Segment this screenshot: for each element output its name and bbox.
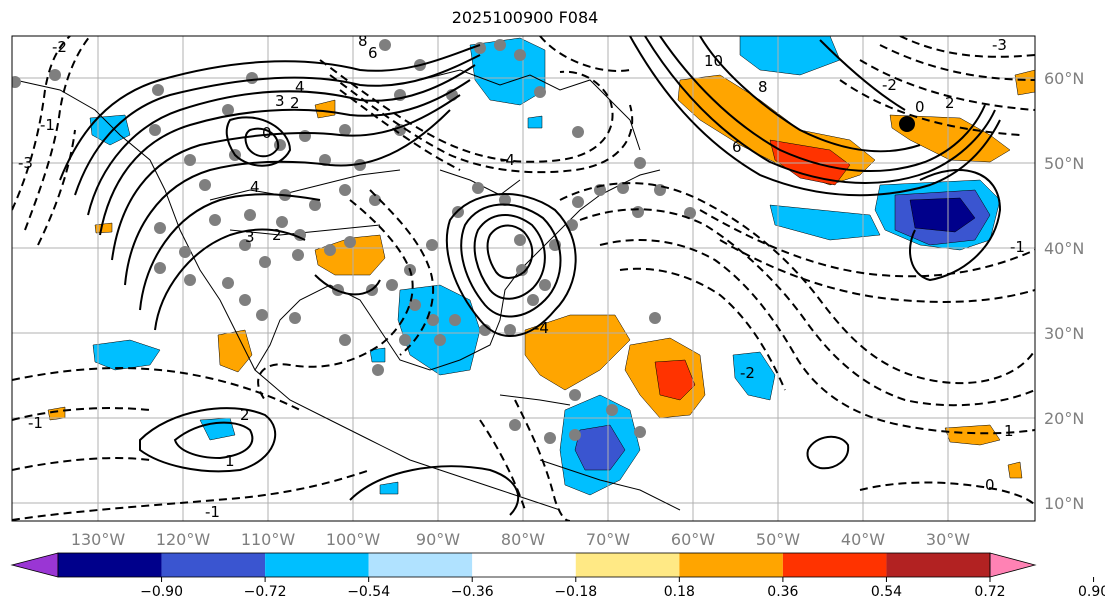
blue-region xyxy=(909,197,976,233)
blue-region xyxy=(732,351,776,401)
latitude-labels: 60°N 50°N 40°N 30°N 20°N 10°N xyxy=(1044,69,1084,513)
lon-label: 110°W xyxy=(241,530,296,549)
contour-label: 3 xyxy=(275,92,285,110)
lon-label: 120°W xyxy=(156,530,211,549)
contour-label: -4 xyxy=(500,151,515,169)
contour-label: 8 xyxy=(758,78,768,96)
blue-region xyxy=(92,339,161,371)
blue-region xyxy=(469,37,546,106)
contour-label: -3 xyxy=(18,154,33,172)
contour-label: 0 xyxy=(985,476,995,494)
colorbar-extension-high xyxy=(989,552,1037,578)
blue-region xyxy=(379,481,399,495)
contour-label: 1 xyxy=(225,452,235,470)
lon-label: 40°W xyxy=(841,530,885,549)
contour-labels: 8 6 4 3 2 0 -1 -2 -3 -4 2 3 4 1 10 8 6 2… xyxy=(18,32,1025,521)
colorbar: −0.90 −0.72 −0.54 −0.36 −0.18 0.18 0.36 0.54 0.7… xyxy=(10,552,1105,600)
orange-region xyxy=(654,359,696,401)
orange-region xyxy=(217,329,253,373)
blue-region xyxy=(739,36,841,76)
contour-label: 8 xyxy=(358,32,368,50)
colorbar-tick-label: −0.18 xyxy=(554,584,597,600)
contour-label: 2 xyxy=(272,226,282,244)
blue-region xyxy=(527,115,543,129)
colorbar-tick-label: −0.90 xyxy=(140,584,183,600)
contour-label: 1 xyxy=(1004,422,1014,440)
colorbar-extension-low xyxy=(10,552,59,578)
marker-black-dot xyxy=(899,116,915,132)
dashed-contours xyxy=(12,36,1035,521)
lon-label: 100°W xyxy=(326,530,381,549)
lat-label: 40°N xyxy=(1044,239,1084,258)
colorbar-segment xyxy=(575,553,680,577)
colorbar-border xyxy=(57,552,991,578)
lat-label: 10°N xyxy=(1044,494,1084,513)
contour-label: 2 xyxy=(945,94,955,112)
colorbar-tick-label: 0.90 xyxy=(1078,584,1105,600)
contour-label: 6 xyxy=(732,138,742,156)
orange-region xyxy=(314,99,336,119)
orange-region xyxy=(1007,461,1023,479)
contour-label: -1 xyxy=(28,414,43,432)
lon-label: 130°W xyxy=(71,530,126,549)
blue-region xyxy=(769,204,881,241)
orange-region xyxy=(524,314,631,391)
lat-label: 20°N xyxy=(1044,409,1084,428)
contour-label: 4 xyxy=(295,78,305,96)
lon-label: 50°W xyxy=(756,530,800,549)
contour-label: 2 xyxy=(290,94,300,112)
contour-label: 10 xyxy=(704,52,723,70)
plot-frame xyxy=(11,35,1036,522)
solid-contours xyxy=(59,36,1002,516)
map-plot-area: 8 6 4 3 2 0 -1 -2 -3 -4 2 3 4 1 10 8 6 2… xyxy=(12,32,1035,521)
blue-region xyxy=(369,347,386,363)
colorbar-tick-label: 0.72 xyxy=(974,584,1005,600)
contour-label: -3 xyxy=(992,36,1007,54)
contour-label: -1 xyxy=(205,503,220,521)
contour-label: -1 xyxy=(40,116,55,134)
contour-label: 0 xyxy=(915,98,925,116)
contour-label: -1 xyxy=(1010,238,1025,256)
orange-region xyxy=(944,424,1001,446)
colorbar-segment xyxy=(161,553,266,577)
contour-label: -2 xyxy=(52,38,67,56)
lon-label: 80°W xyxy=(501,530,545,549)
contour-label: -2 xyxy=(740,364,755,382)
contour-label: 3 xyxy=(245,228,255,246)
longitude-labels: 130°W 120°W 110°W 100°W 90°W 80°W 70°W 6… xyxy=(71,530,970,549)
colorbar-tick-label: −0.72 xyxy=(244,584,287,600)
lat-label: 60°N xyxy=(1044,69,1084,88)
colorbar-tick-label: −0.54 xyxy=(347,584,390,600)
colorbar-segment xyxy=(782,553,887,577)
colorbar-segment xyxy=(886,553,990,577)
map-title: 2025100900 F084 xyxy=(451,8,599,27)
orange-region xyxy=(94,222,113,234)
contour-label: 2 xyxy=(240,406,250,424)
shaded-anomalies xyxy=(47,36,1035,496)
lat-label: 50°N xyxy=(1044,154,1084,173)
lon-label: 60°W xyxy=(671,530,715,549)
orange-region xyxy=(1014,69,1035,96)
blue-region xyxy=(574,424,626,471)
contour-label: -2 xyxy=(882,76,897,94)
lon-label: 70°W xyxy=(586,530,630,549)
contour-label: 4 xyxy=(250,178,260,196)
contour-label: 0 xyxy=(262,124,272,142)
colorbar-segment xyxy=(368,553,473,577)
colorbar-segment xyxy=(265,553,369,577)
contour-label: 6 xyxy=(368,44,378,62)
colorbar-segment xyxy=(58,553,162,577)
lon-label: 30°W xyxy=(926,530,970,549)
lon-label: 90°W xyxy=(416,530,460,549)
lat-label: 30°N xyxy=(1044,324,1084,343)
colorbar-tick-label: 0.18 xyxy=(664,584,695,600)
colorbar-tick-label: 0.54 xyxy=(871,584,902,600)
contour-label: -4 xyxy=(534,319,549,337)
colorbar-segment xyxy=(472,553,576,577)
colorbar-tick-label: 0.36 xyxy=(767,584,798,600)
colorbar-segment xyxy=(679,553,783,577)
colorbar-tick-label: −0.36 xyxy=(451,584,494,600)
